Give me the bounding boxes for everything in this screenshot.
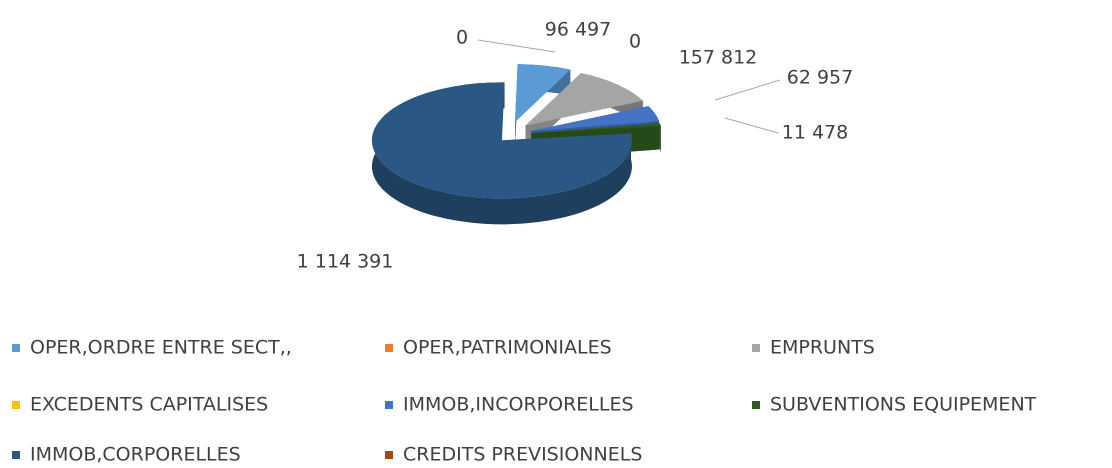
legend-label: EMPRUNTS [770,337,875,359]
legend-swatch [385,451,393,459]
leader-line [724,117,779,134]
legend-label: SUBVENTIONS EQUIPEMENT [770,394,1037,416]
legend-swatch [385,344,393,352]
legend-swatch [12,344,20,352]
legend-swatch [12,451,20,459]
slice [530,106,660,132]
legend-label: CREDITS PREVISIONNELS [403,444,642,466]
legend-label: IMMOB,INCORPORELLES [403,394,634,416]
legend-swatch [12,401,20,409]
data-label: 62 957 [787,67,853,89]
slice [525,73,643,126]
legend-label: IMMOB,CORPORELLES [30,444,241,466]
data-label: 96 497 [545,19,611,41]
data-label: 0 [456,27,468,49]
leader-line [714,79,781,101]
legend-swatch [752,401,760,409]
legend-swatch [752,344,760,352]
slice [371,82,632,199]
legend-label: OPER,PATRIMONIALES [403,337,612,359]
data-label: 11 478 [782,122,848,144]
slice [531,123,661,134]
legend-label: EXCEDENTS CAPITALISES [30,394,268,416]
legend-swatch [385,401,393,409]
leader-line [477,39,556,53]
data-label: 0 [629,31,641,53]
data-label: 1 114 391 [297,251,394,273]
data-label: 157 812 [679,47,758,69]
legend-label: OPER,ORDRE ENTRE SECT,, [30,337,292,359]
slice [515,64,571,123]
